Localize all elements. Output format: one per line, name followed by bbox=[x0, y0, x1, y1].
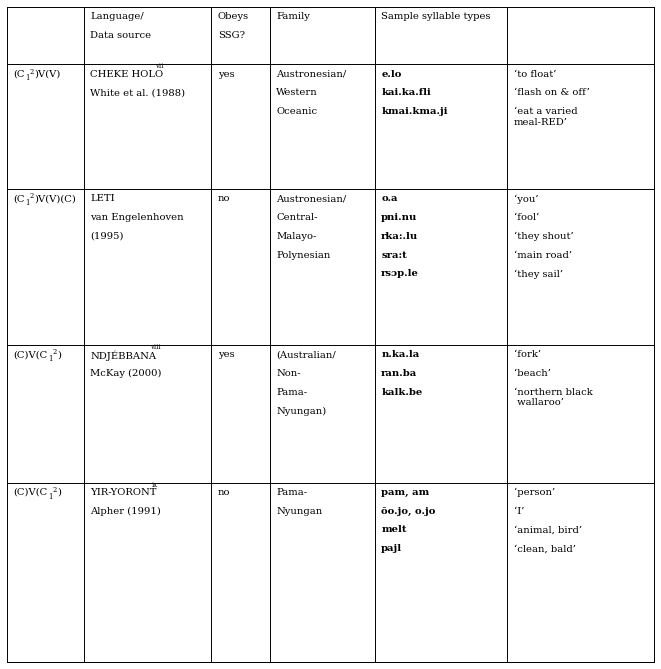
Text: n.ka.la: n.ka.la bbox=[381, 351, 419, 359]
Text: Nyungan: Nyungan bbox=[276, 506, 323, 516]
Text: viii: viii bbox=[150, 343, 161, 351]
Text: ix: ix bbox=[151, 481, 157, 488]
Text: kalk.be: kalk.be bbox=[381, 388, 422, 397]
Text: melt: melt bbox=[381, 525, 407, 535]
Text: ‘person’: ‘person’ bbox=[514, 488, 555, 497]
Text: Language/: Language/ bbox=[91, 12, 144, 21]
Text: 1: 1 bbox=[48, 355, 53, 363]
Text: sra:t: sra:t bbox=[381, 250, 407, 260]
Text: pajl: pajl bbox=[381, 544, 403, 553]
Text: Austronesian/: Austronesian/ bbox=[276, 70, 346, 79]
Text: Alpher (1991): Alpher (1991) bbox=[91, 506, 161, 516]
Text: ‘main road’: ‘main road’ bbox=[514, 250, 572, 260]
Text: (Australian/: (Australian/ bbox=[276, 351, 336, 359]
Text: Sample syllable types: Sample syllable types bbox=[381, 12, 490, 21]
Text: 1: 1 bbox=[48, 492, 53, 500]
Text: Non-: Non- bbox=[276, 369, 301, 378]
Text: no: no bbox=[218, 488, 230, 497]
Text: Pama-: Pama- bbox=[276, 388, 307, 397]
Text: YIR-YORONT: YIR-YORONT bbox=[91, 488, 157, 497]
Text: o.a: o.a bbox=[381, 194, 398, 203]
Text: ‘fool’: ‘fool’ bbox=[514, 213, 539, 222]
Text: Western: Western bbox=[276, 88, 318, 98]
Text: kai.ka.fli: kai.ka.fli bbox=[381, 88, 431, 98]
Text: NDJÉBBANA: NDJÉBBANA bbox=[91, 351, 157, 361]
Text: LETI: LETI bbox=[91, 194, 115, 203]
Text: Polynesian: Polynesian bbox=[276, 250, 330, 260]
Text: 2: 2 bbox=[52, 486, 56, 494]
Text: (C)V(C: (C)V(C bbox=[13, 488, 48, 497]
Text: 2: 2 bbox=[29, 192, 33, 200]
Text: ‘you’: ‘you’ bbox=[514, 194, 539, 203]
Text: (C: (C bbox=[13, 194, 24, 203]
Text: ‘northern black
 wallaroo’: ‘northern black wallaroo’ bbox=[514, 388, 593, 407]
Text: ‘clean, bald’: ‘clean, bald’ bbox=[514, 544, 576, 553]
Text: )V(V)(C): )V(V)(C) bbox=[34, 194, 76, 203]
Text: Pama-: Pama- bbox=[276, 488, 307, 497]
Text: no: no bbox=[218, 194, 230, 203]
Text: White et al. (1988): White et al. (1988) bbox=[91, 88, 186, 98]
Text: van Engelenhoven: van Engelenhoven bbox=[91, 213, 184, 222]
Text: (C: (C bbox=[13, 70, 24, 79]
Text: ŏo.jo, o.jo: ŏo.jo, o.jo bbox=[381, 506, 436, 516]
Text: kmai.kma.ji: kmai.kma.ji bbox=[381, 107, 447, 116]
Text: Nyungan): Nyungan) bbox=[276, 407, 327, 415]
Text: rsɔp.le: rsɔp.le bbox=[381, 269, 419, 278]
Text: pni.nu: pni.nu bbox=[381, 213, 418, 222]
Text: ‘they sail’: ‘they sail’ bbox=[514, 269, 563, 278]
Text: ): ) bbox=[58, 351, 61, 359]
Text: Obeys: Obeys bbox=[218, 12, 249, 21]
Text: ): ) bbox=[58, 488, 61, 497]
Text: ‘I’: ‘I’ bbox=[514, 506, 524, 516]
Text: rka:.lu: rka:.lu bbox=[381, 231, 418, 241]
Text: ‘beach’: ‘beach’ bbox=[514, 369, 551, 378]
Text: ‘animal, bird’: ‘animal, bird’ bbox=[514, 525, 582, 535]
Text: Family: Family bbox=[276, 12, 310, 21]
Text: SSG?: SSG? bbox=[218, 31, 245, 39]
Text: Oceanic: Oceanic bbox=[276, 107, 317, 116]
Text: Austronesian/: Austronesian/ bbox=[276, 194, 346, 203]
Text: Data source: Data source bbox=[91, 31, 151, 39]
Text: Malayo-: Malayo- bbox=[276, 231, 317, 241]
Text: (1995): (1995) bbox=[91, 231, 124, 241]
Text: McKay (2000): McKay (2000) bbox=[91, 369, 162, 378]
Text: ran.ba: ran.ba bbox=[381, 369, 417, 378]
Text: )V(V): )V(V) bbox=[34, 70, 61, 79]
Text: Central-: Central- bbox=[276, 213, 318, 222]
Text: ‘they shout’: ‘they shout’ bbox=[514, 231, 574, 241]
Text: ‘eat a varied
meal-RED’: ‘eat a varied meal-RED’ bbox=[514, 107, 578, 126]
Text: 2: 2 bbox=[52, 349, 56, 357]
Text: ‘to float’: ‘to float’ bbox=[514, 70, 557, 79]
Text: 1: 1 bbox=[25, 199, 30, 207]
Text: 2: 2 bbox=[29, 68, 33, 76]
Text: vii: vii bbox=[155, 62, 164, 70]
Text: (C)V(C: (C)V(C bbox=[13, 351, 48, 359]
Text: CHEKE HOLO: CHEKE HOLO bbox=[91, 70, 163, 79]
Text: ‘fork’: ‘fork’ bbox=[514, 351, 541, 359]
Text: e.lo: e.lo bbox=[381, 70, 401, 79]
Text: yes: yes bbox=[218, 351, 235, 359]
Text: 1: 1 bbox=[25, 74, 30, 82]
Text: pam, am: pam, am bbox=[381, 488, 430, 497]
Text: yes: yes bbox=[218, 70, 235, 79]
Text: ‘flash on & off’: ‘flash on & off’ bbox=[514, 88, 590, 98]
